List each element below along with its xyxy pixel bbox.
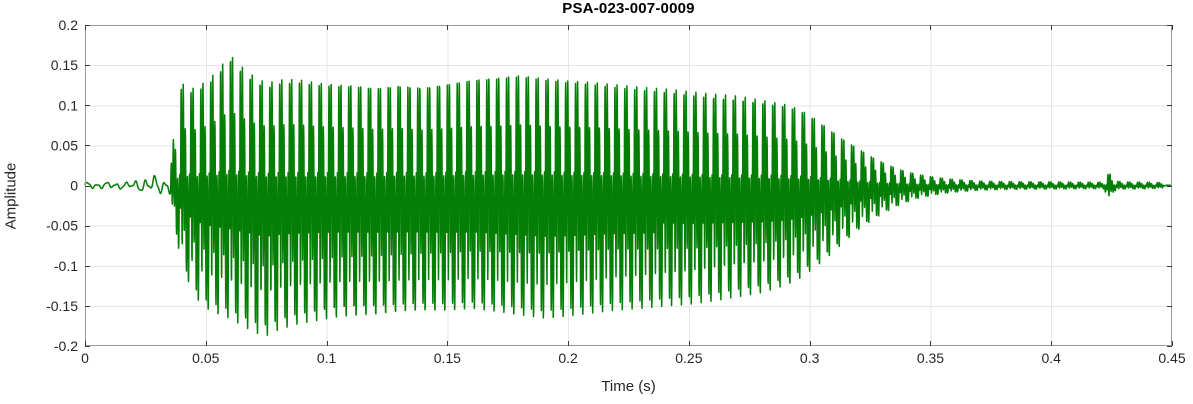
y-tick-label: 0.2 [59,17,79,33]
x-tick-label: 0 [81,350,89,366]
y-tick-label: -0.1 [54,258,78,274]
x-tick-label: 0.35 [917,350,944,366]
y-tick-labels: 0.2 0.15 0.1 0.05 0 -0.05 -0.1 -0.15 -0.2 [46,17,78,354]
y-tick-label: 0.15 [51,57,78,73]
y-tick-label: -0.05 [46,218,78,234]
y-tick-label: 0.05 [51,137,78,153]
x-tick-label: 0.05 [192,350,219,366]
x-tick-label: 0.15 [434,350,461,366]
y-axis-label: Amplitude [2,162,20,230]
y-tick-label: -0.2 [54,338,78,354]
y-tick-label: 0.1 [59,97,79,113]
x-tick-label: 0.25 [675,350,702,366]
tick-marks [85,25,1173,347]
x-tick-label: 0.2 [558,350,578,366]
waveform-trace [84,56,1172,337]
axis-box [85,25,1172,346]
chart-title: PSA-023-007-0009 [562,0,695,17]
x-tick-labels: 0 0.05 0.1 0.15 0.2 0.25 0.3 0.35 0.4 0.45 [81,350,1186,366]
x-tick-label: 0.1 [317,350,337,366]
y-tick-label: 0 [70,178,78,194]
y-tick-label: -0.15 [46,298,78,314]
x-tick-label: 0.45 [1158,350,1185,366]
x-axis-label: Time (s) [601,378,656,395]
x-tick-label: 0.3 [800,350,820,366]
x-tick-label: 0.4 [1041,350,1061,366]
